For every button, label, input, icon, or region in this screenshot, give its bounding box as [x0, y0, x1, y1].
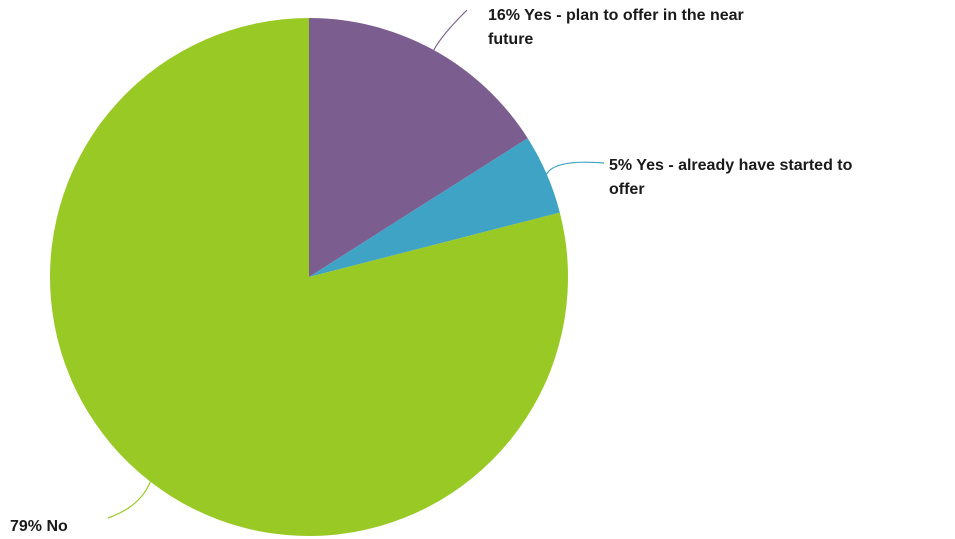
pie-slice-already-offering: [309, 138, 560, 277]
leader-line-already-offering: [546, 161, 605, 175]
pie-slice-no: [49, 18, 568, 536]
leader-line-plan-to-offer: [433, 9, 468, 51]
data-label-already-offering: 5% Yes - already have started to offer: [609, 157, 853, 198]
pie-slice-plan-to-offer: [309, 18, 528, 277]
data-label-plan-to-offer: 16% Yes - plan to offer in the near futu…: [488, 7, 744, 48]
leader-lines: [107, 9, 605, 519]
leader-line-no: [107, 481, 151, 519]
pie-slices: [49, 18, 568, 536]
data-label-no: 79% No: [10, 518, 68, 535]
